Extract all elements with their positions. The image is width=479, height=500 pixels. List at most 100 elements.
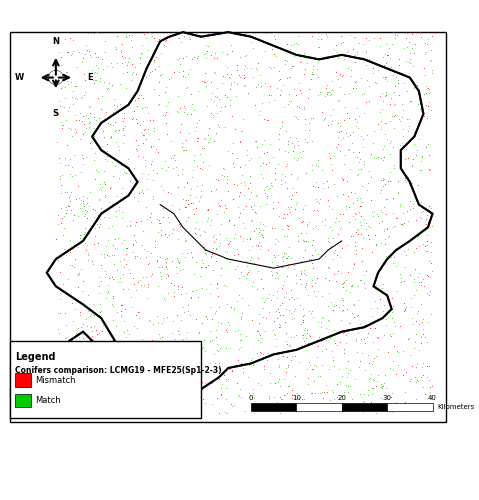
Point [88, 332, 96, 340]
Point [422, 72, 429, 80]
Point [377, 125, 385, 133]
Point [350, 32, 358, 40]
Point [66, 198, 73, 205]
Point [71, 304, 79, 312]
Point [56, 290, 64, 298]
Point [283, 254, 290, 262]
Point [193, 162, 201, 170]
Point [332, 42, 340, 50]
Point [367, 172, 375, 180]
Point [382, 59, 390, 67]
Point [400, 44, 408, 52]
Point [122, 304, 129, 312]
Point [301, 246, 309, 254]
Point [389, 28, 397, 36]
Point [61, 188, 68, 196]
Point [305, 331, 313, 339]
Point [389, 194, 397, 202]
Point [364, 352, 372, 360]
Point [382, 194, 390, 202]
Point [183, 352, 191, 360]
Point [110, 274, 117, 282]
Point [109, 200, 116, 208]
Point [144, 125, 152, 133]
Point [259, 220, 266, 228]
Point [417, 282, 424, 290]
Point [428, 32, 436, 40]
Point [158, 276, 165, 283]
Point [412, 152, 420, 160]
Point [374, 334, 382, 342]
Point [170, 280, 178, 288]
Point [101, 252, 108, 260]
Point [76, 308, 84, 316]
Point [117, 398, 125, 406]
Point [223, 328, 231, 336]
Point [414, 274, 422, 281]
Point [236, 232, 244, 240]
Point [327, 298, 335, 306]
Point [117, 161, 125, 169]
Point [248, 216, 256, 224]
Point [361, 157, 368, 165]
Point [204, 206, 212, 214]
Point [76, 311, 84, 319]
Point [370, 34, 378, 42]
Point [271, 348, 278, 356]
Point [215, 201, 222, 209]
Point [313, 336, 320, 344]
Point [408, 162, 416, 170]
Point [365, 82, 373, 90]
Point [326, 334, 334, 342]
Point [59, 121, 67, 129]
Point [302, 286, 310, 294]
Point [131, 63, 139, 71]
Point [259, 304, 267, 312]
Point [394, 177, 401, 185]
Point [123, 60, 131, 68]
Point [186, 361, 194, 369]
Point [356, 320, 364, 328]
Point [320, 114, 328, 122]
Point [109, 241, 116, 249]
Point [201, 398, 209, 406]
Point [220, 371, 228, 379]
Point [267, 90, 274, 98]
Point [353, 152, 361, 160]
Point [366, 324, 374, 332]
Point [174, 256, 182, 264]
Point [89, 300, 97, 308]
Point [369, 358, 377, 366]
Point [162, 102, 170, 110]
Point [133, 147, 141, 155]
Point [317, 372, 324, 380]
Point [341, 160, 348, 168]
Point [395, 348, 402, 356]
Point [411, 292, 418, 300]
Point [391, 34, 399, 42]
Point [212, 308, 220, 316]
Point [340, 278, 347, 285]
Point [80, 120, 88, 128]
Point [405, 246, 412, 254]
Point [182, 289, 190, 297]
Point [417, 332, 425, 340]
Point [271, 378, 278, 386]
Point [343, 241, 351, 249]
Point [149, 50, 157, 58]
Point [386, 330, 394, 338]
Point [381, 73, 389, 81]
Point [276, 75, 284, 83]
Point [309, 114, 317, 122]
Point [139, 154, 147, 162]
Point [81, 76, 89, 84]
Point [314, 156, 322, 164]
Point [201, 136, 208, 143]
Point [281, 146, 288, 154]
Point [248, 203, 255, 211]
Point [336, 96, 343, 104]
Point [192, 230, 199, 237]
Point [417, 33, 425, 41]
Point [302, 334, 309, 342]
Point [72, 128, 80, 136]
